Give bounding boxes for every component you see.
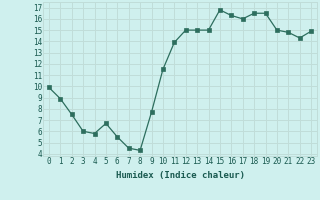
X-axis label: Humidex (Indice chaleur): Humidex (Indice chaleur) [116, 171, 244, 180]
